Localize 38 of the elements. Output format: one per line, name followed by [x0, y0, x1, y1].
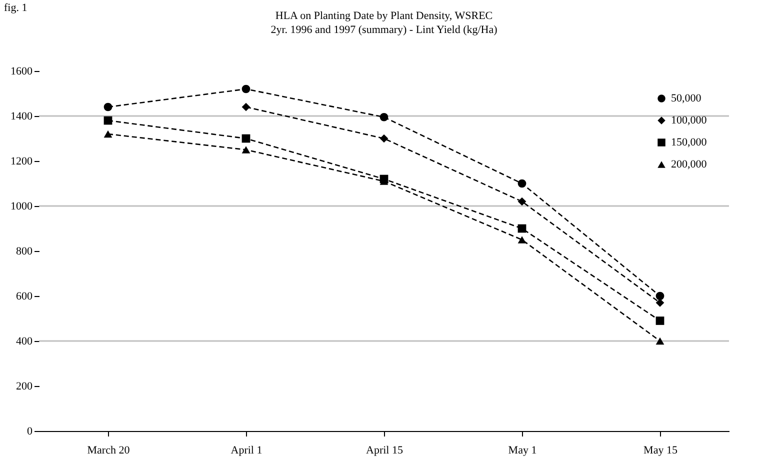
point [656, 298, 664, 307]
point [518, 236, 526, 244]
y-tick-label: 1000 [10, 200, 33, 212]
y-tick-label: 1200 [10, 156, 33, 168]
y-tick-label: 1600 [10, 66, 33, 78]
point [518, 224, 526, 233]
y-tick-label: 600 [16, 290, 33, 302]
legend-label: 200,000 [671, 158, 708, 170]
point [656, 316, 664, 325]
point [380, 134, 388, 143]
point [518, 179, 526, 188]
point [104, 102, 112, 112]
y-tick-label: 0 [27, 426, 33, 438]
y-tick-label: 1400 [10, 110, 33, 122]
x-tick-label: May 15 [644, 444, 678, 456]
point [242, 84, 250, 94]
point [242, 102, 250, 112]
legend-label: 100,000 [671, 114, 708, 126]
y-tick-label: 400 [16, 336, 33, 348]
x-tick-label: April 15 [366, 444, 404, 456]
point [656, 337, 664, 345]
point [104, 116, 112, 125]
legend-label: 150,000 [671, 136, 708, 148]
legend-label: 50,000 [671, 92, 702, 104]
x-tick-label: March 20 [87, 444, 130, 456]
point [656, 292, 664, 300]
chart-subtitle: 2yr. 1996 and 1997 (summary) - Lint Yield (kg/Ha) [270, 24, 498, 36]
x-tick-label: May 1 [508, 444, 537, 456]
point [104, 130, 112, 138]
chart-title: HLA on Planting Date by Plant Density, WSREC [275, 10, 493, 22]
y-tick-label: 800 [16, 246, 33, 258]
y-tick-label: 200 [16, 380, 33, 392]
x-tick-label: April 1 [230, 444, 262, 456]
point [242, 146, 250, 154]
point [518, 197, 526, 206]
point [242, 134, 250, 143]
point [380, 112, 388, 122]
caption: fig. 1 [4, 2, 28, 14]
